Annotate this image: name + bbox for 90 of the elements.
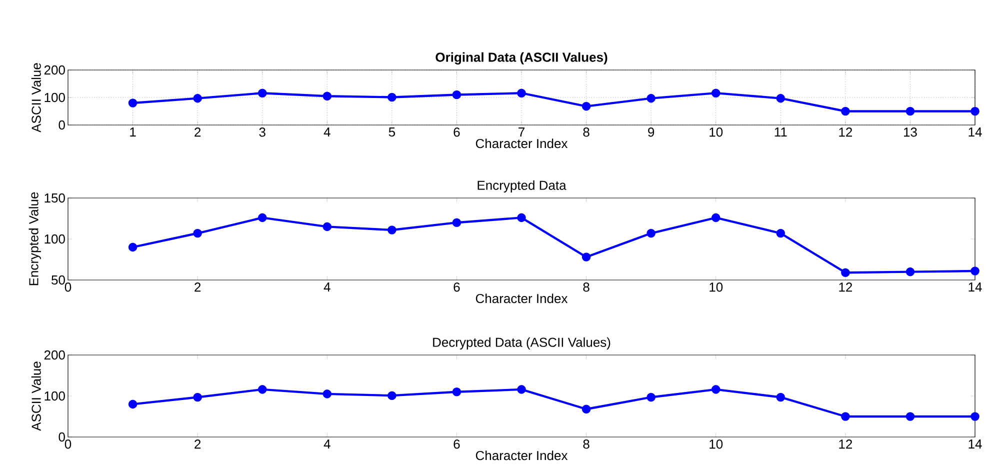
x-tick-label: 10 <box>710 128 723 137</box>
point <box>322 92 332 101</box>
x-axis-title: Character Index <box>476 138 568 148</box>
y-tick-label: 100 <box>44 92 65 102</box>
point <box>258 385 267 394</box>
y-axis-title: Encrypted Value <box>28 192 41 286</box>
point <box>193 94 202 103</box>
point <box>970 106 980 116</box>
point <box>646 94 656 103</box>
y-tick-label: 200 <box>44 65 65 75</box>
x-tick-label: 12 <box>839 128 852 137</box>
chart-title: Encrypted Data <box>478 180 566 192</box>
point <box>517 88 526 98</box>
x-axis-title: Character Index <box>476 294 568 304</box>
x-tick-label: 0 <box>64 440 72 449</box>
x-tick-label: 12 <box>839 440 852 449</box>
point <box>517 213 526 222</box>
point <box>582 404 591 414</box>
x-tick-label: 4 <box>324 282 330 292</box>
x-tick-label: 8 <box>583 128 590 137</box>
x-tick-label: 12 <box>839 282 852 292</box>
y-tick-label: 0 <box>58 432 65 442</box>
point <box>776 94 786 103</box>
y-axis-title: ASCII Value <box>31 362 41 431</box>
point <box>841 106 850 116</box>
point <box>776 392 786 402</box>
point <box>388 92 396 102</box>
point <box>776 228 786 238</box>
point <box>388 226 396 234</box>
y-tick-label: 0 <box>58 120 65 130</box>
x-tick-label: 7 <box>518 128 524 136</box>
x-tick-label: 10 <box>710 440 723 449</box>
y-tick-label: 200 <box>44 350 65 360</box>
chart-title: Decrypted Data (ASCII Values) <box>433 337 610 350</box>
y-tick-label: 100 <box>44 391 65 401</box>
x-tick-label: 14 <box>968 282 982 292</box>
point <box>193 228 202 238</box>
point <box>711 88 720 98</box>
point <box>841 268 850 278</box>
x-tick-label: 0 <box>64 282 72 292</box>
point <box>452 90 462 100</box>
point <box>128 98 138 108</box>
x-tick-label: 6 <box>454 440 460 449</box>
x-tick-label: 8 <box>583 440 590 449</box>
point <box>258 88 267 98</box>
point <box>906 412 915 421</box>
y-axis-title: ASCII Value <box>31 63 41 132</box>
point <box>646 228 656 238</box>
point <box>258 213 267 222</box>
x-tick-label: 11 <box>774 128 787 136</box>
x-tick-label: 5 <box>388 128 396 137</box>
point <box>582 102 591 111</box>
chart-title: Original Data (ASCII Values) <box>436 52 608 64</box>
point <box>128 400 138 409</box>
point <box>388 391 396 400</box>
x-tick-label: 13 <box>904 128 917 137</box>
x-tick-label: 10 <box>710 282 723 292</box>
point <box>322 222 332 232</box>
x-tick-label: 9 <box>648 128 654 137</box>
y-tick-label: 100 <box>44 234 65 244</box>
point <box>646 392 656 402</box>
x-tick-label: 6 <box>454 128 460 137</box>
x-tick-label: 1 <box>130 128 136 136</box>
point <box>452 388 462 396</box>
x-tick-label: 8 <box>583 282 590 292</box>
x-tick-label: 4 <box>324 440 330 448</box>
point <box>517 385 526 394</box>
x-tick-label: 6 <box>454 282 460 292</box>
point <box>906 267 915 276</box>
point <box>841 412 850 421</box>
y-tick-label: 150 <box>44 193 65 203</box>
point <box>322 390 332 398</box>
point <box>128 242 138 252</box>
x-tick-label: 3 <box>259 128 266 137</box>
point <box>970 412 980 421</box>
point <box>193 392 202 402</box>
point <box>906 106 915 116</box>
point <box>452 218 462 227</box>
x-tick-label: 2 <box>194 128 201 137</box>
x-tick-label: 4 <box>324 128 330 136</box>
point <box>711 213 720 222</box>
x-tick-label: 14 <box>968 440 982 448</box>
y-tick-label: 50 <box>52 275 65 285</box>
point <box>711 385 720 394</box>
x-tick-label: 2 <box>194 282 201 292</box>
point <box>970 266 980 276</box>
x-tick-label: 14 <box>968 128 982 136</box>
point <box>582 252 591 262</box>
x-tick-label: 2 <box>194 440 201 449</box>
x-axis-title: Character Index <box>476 450 568 460</box>
